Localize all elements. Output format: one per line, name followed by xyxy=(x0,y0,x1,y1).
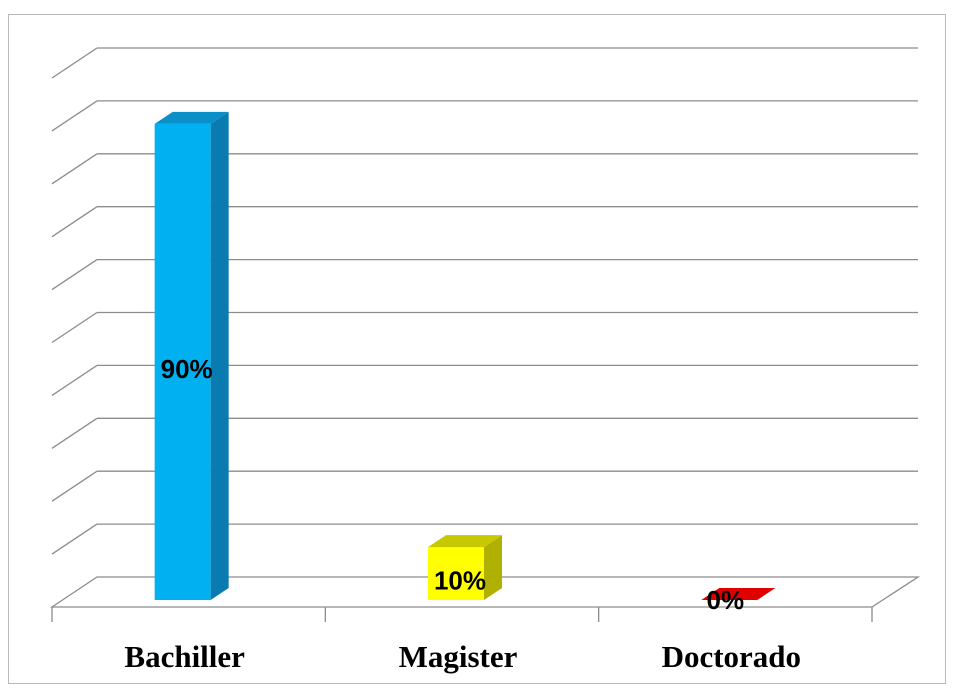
gridline-side xyxy=(51,364,98,396)
x-axis: Bachiller Magister Doctorado xyxy=(51,607,873,674)
bar-side xyxy=(210,111,229,601)
gridline-side xyxy=(51,153,98,185)
bar-front xyxy=(154,123,211,601)
gridline-side xyxy=(51,311,98,344)
data-label: 10% xyxy=(434,566,486,596)
category-label: Doctorado xyxy=(662,639,801,674)
data-labels: 90% 10% 0% xyxy=(161,354,744,615)
category-label: Bachiller xyxy=(124,639,245,674)
gridlines xyxy=(51,47,918,555)
bar-top xyxy=(701,588,776,600)
gridline-side xyxy=(51,523,98,555)
category-label: Magister xyxy=(399,639,518,674)
data-label: 0% xyxy=(707,585,745,615)
gridline-side xyxy=(51,100,98,132)
bar-magister xyxy=(428,535,502,600)
bar-top xyxy=(428,535,502,548)
bar-bachiller xyxy=(154,111,229,601)
data-label: 90% xyxy=(161,354,213,384)
gridline-side xyxy=(51,47,98,79)
bars xyxy=(154,111,776,601)
gridline-side xyxy=(51,259,98,291)
gridline-side xyxy=(51,417,98,449)
bar-doctorado xyxy=(701,588,776,600)
gridline-side xyxy=(51,470,98,502)
bar-front xyxy=(428,547,484,600)
gridline-side xyxy=(51,206,98,238)
bar-side xyxy=(484,535,502,600)
bar-top xyxy=(154,111,229,124)
